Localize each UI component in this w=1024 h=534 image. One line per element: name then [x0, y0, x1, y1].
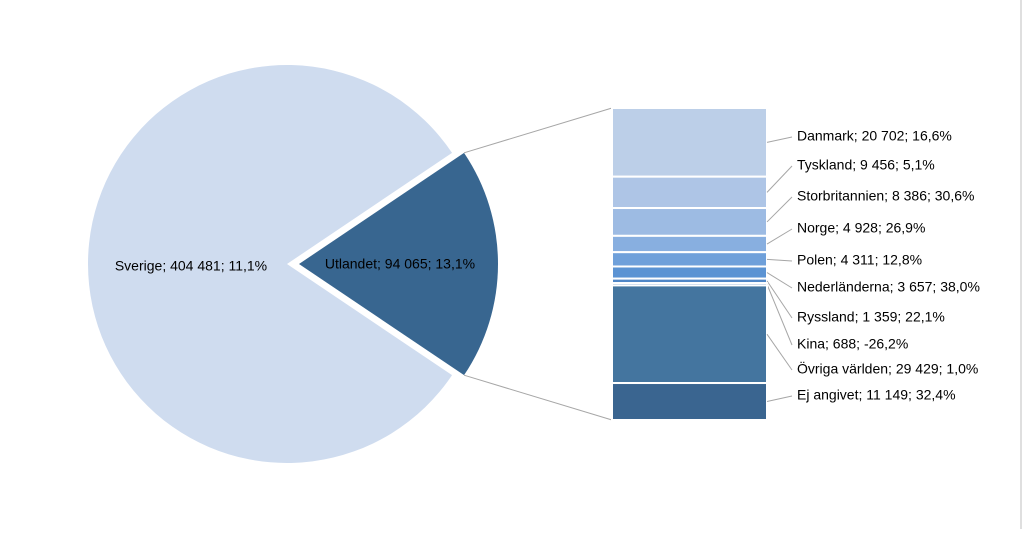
connector: [463, 107, 613, 154]
data-label: Danmark; 20 702; 16,6%: [797, 128, 952, 144]
leader-line: [766, 333, 793, 371]
leader-line: [766, 284, 793, 346]
leader-line: [766, 196, 793, 223]
leader-line: [766, 165, 793, 193]
data-label: Utlandet; 94 065; 13,1%: [325, 256, 475, 272]
bar-segment: [611, 251, 768, 268]
bar-segment: [611, 175, 768, 210]
bar-segment: [611, 265, 768, 280]
bar-segment: [611, 382, 768, 422]
bar-segment: [611, 284, 768, 385]
leader-line: [766, 280, 793, 319]
data-label: Storbritannien; 8 386; 30,6%: [797, 188, 974, 204]
bar-segment: [611, 234, 768, 254]
leader-line: [766, 395, 793, 402]
leader-line: [766, 272, 793, 289]
leader-line: [766, 228, 793, 245]
data-label: Ej angivet; 11 149; 32,4%: [797, 387, 956, 403]
bar-segment: [611, 107, 768, 178]
data-label: Nederländerna; 3 657; 38,0%: [797, 279, 980, 295]
leader-line: [766, 136, 793, 143]
leader-line: [766, 258, 793, 262]
data-label: Polen; 4 311; 12,8%: [797, 252, 922, 268]
data-label: Övriga världen; 29 429; 1,0%: [797, 360, 978, 377]
data-label: Norge; 4 928; 26,9%: [797, 220, 925, 236]
data-label: Ryssland; 1 359; 22,1%: [797, 309, 945, 325]
pie-slice: [87, 65, 453, 464]
data-label: Sverige; 404 481; 11,1%: [115, 258, 267, 274]
bar-segment: [611, 207, 768, 237]
connector: [463, 374, 613, 421]
data-label: Kina; 688; -26,2%: [797, 336, 908, 352]
pie-slice: [299, 152, 498, 376]
data-label: Tyskland; 9 456; 5,1%: [797, 157, 935, 173]
